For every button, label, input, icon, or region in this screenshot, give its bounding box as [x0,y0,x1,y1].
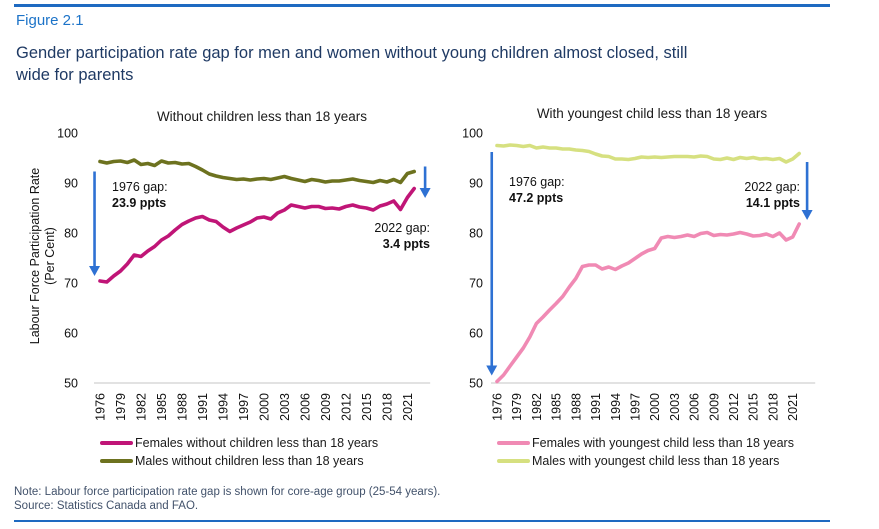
left-chart-2022-gap-annotation: 2022 gap: 3.4 ppts [328,221,430,252]
svg-text:1994: 1994 [216,393,230,421]
gap-annotation-value: 3.4 ppts [382,236,430,251]
right-chart-plot: 100 90 80 70 60 50 1976 1979 1982 1985 1988 1991 199… [462,127,816,421]
left-chart-legend: Females without children less than 18 ye… [100,434,378,470]
legend-swatch-females-with-child [497,441,530,445]
gap-annotation-label: 1976 gap: [112,180,168,194]
figure-label: Figure 2.1 [16,12,84,29]
svg-text:60: 60 [469,327,483,341]
legend-label: Males with youngest child less than 18 y… [532,454,780,468]
svg-text:1979: 1979 [510,393,524,421]
gap-annotation-label: 2022 gap: [374,221,430,235]
figure-title-line-2: wide for parents [16,66,134,84]
svg-text:1994: 1994 [609,393,623,421]
figure-title: Gender participation rate gap for men an… [16,42,821,86]
gap-annotation-value: 23.9 ppts [112,195,167,210]
right-chart-legend: Females with youngest child less than 18… [497,434,794,470]
svg-text:1976: 1976 [94,393,108,421]
svg-text:100: 100 [462,127,483,141]
left-chart-plot: 100 90 80 70 60 50 1976 1979 1982 1985 1988 1991 199… [57,127,431,421]
legend-swatch-females-without-children [100,441,133,445]
gap-annotation-value: 47.2 ppts [509,190,564,205]
source-text: Source: Statistics Canada and FAO. [14,500,199,512]
svg-text:1991: 1991 [589,393,603,421]
svg-text:1988: 1988 [569,393,583,421]
svg-text:80: 80 [64,227,78,241]
right-chart-1976-gap-annotation: 1976 gap: 47.2 ppts [509,175,565,206]
svg-text:1985: 1985 [155,393,169,421]
legend-item: Males without children less than 18 year… [100,452,378,470]
svg-text:2021: 2021 [786,393,800,421]
svg-text:1982: 1982 [530,393,544,421]
svg-text:90: 90 [64,177,78,191]
svg-text:1985: 1985 [550,393,564,421]
bottom-rule [14,520,830,522]
svg-text:2006: 2006 [298,393,312,421]
svg-text:2009: 2009 [707,393,721,421]
svg-text:2003: 2003 [278,393,292,421]
right-chart-title: With youngest child less than 18 years [536,106,768,121]
svg-text:1979: 1979 [114,393,128,421]
svg-text:2009: 2009 [319,393,333,421]
left-chart-1976-gap-annotation: 1976 gap: 23.9 ppts [112,180,168,211]
legend-item: Females without children less than 18 ye… [100,434,378,452]
svg-text:80: 80 [469,227,483,241]
svg-text:100: 100 [57,127,78,141]
right-chart-2022-gap-annotation: 2022 gap: 14.1 ppts [700,180,800,211]
svg-text:2015: 2015 [360,393,374,421]
svg-text:1991: 1991 [196,393,210,421]
svg-text:70: 70 [64,277,78,291]
svg-text:1982: 1982 [134,393,148,421]
svg-text:2003: 2003 [668,393,682,421]
legend-label: Males without children less than 18 year… [135,454,364,468]
svg-text:60: 60 [64,327,78,341]
svg-text:2012: 2012 [339,393,353,421]
svg-text:2021: 2021 [401,393,415,421]
svg-text:1997: 1997 [628,393,642,421]
left-chart-title: Without children less than 18 years [156,109,368,124]
legend-item: Males with youngest child less than 18 y… [497,452,794,470]
legend-item: Females with youngest child less than 18… [497,434,794,452]
svg-text:2018: 2018 [380,393,394,421]
svg-text:1988: 1988 [175,393,189,421]
gap-annotation-value: 14.1 ppts [745,195,800,210]
svg-text:2012: 2012 [727,393,741,421]
svg-text:2015: 2015 [747,393,761,421]
legend-label: Females without children less than 18 ye… [135,436,379,450]
legend-label: Females with youngest child less than 18… [532,436,794,450]
svg-text:2006: 2006 [688,393,702,421]
svg-text:1976: 1976 [491,393,505,421]
svg-text:1997: 1997 [237,393,251,421]
svg-text:2018: 2018 [766,393,780,421]
svg-text:70: 70 [469,277,483,291]
svg-text:2000: 2000 [648,393,662,421]
svg-text:90: 90 [469,177,483,191]
note-text: Note: Labour force participation rate ga… [14,486,441,498]
svg-text:50: 50 [64,377,78,391]
figure-title-line-1: Gender participation rate gap for men an… [16,44,688,62]
legend-swatch-males-with-child [497,459,530,463]
svg-text:2000: 2000 [257,393,271,421]
legend-swatch-males-without-children [100,459,133,463]
top-rule [14,4,830,7]
gap-annotation-label: 2022 gap: [744,180,800,194]
svg-text:50: 50 [469,377,483,391]
gap-annotation-label: 1976 gap: [509,175,565,189]
